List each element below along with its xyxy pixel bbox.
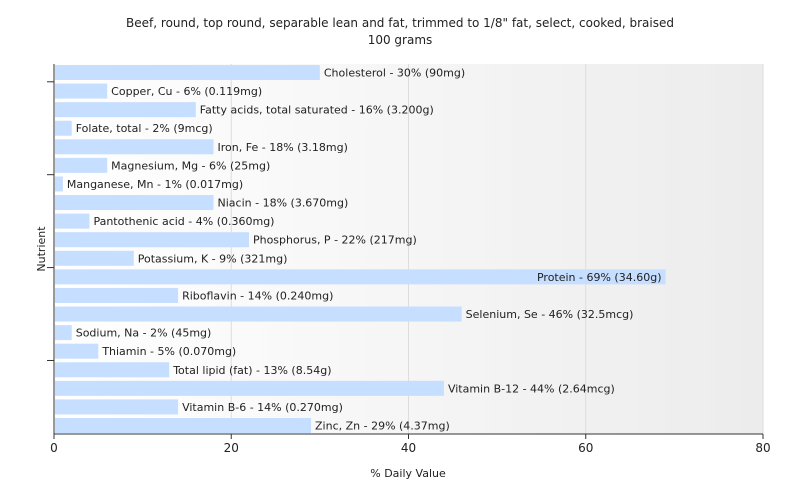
chart-subtitle: 100 grams bbox=[368, 33, 433, 47]
bar bbox=[55, 343, 99, 359]
chart-title: Beef, round, top round, separable lean a… bbox=[126, 16, 674, 30]
bar bbox=[55, 269, 666, 285]
x-tick-label: 20 bbox=[224, 441, 239, 455]
bar-label: Vitamin B-6 - 14% (0.270mg) bbox=[182, 401, 343, 414]
x-tick-label: 40 bbox=[401, 441, 416, 455]
bar-label: Protein - 69% (34.60g) bbox=[537, 271, 662, 284]
y-axis-ticks bbox=[47, 81, 54, 361]
bar-label: Zinc, Zn - 29% (4.37mg) bbox=[315, 420, 450, 433]
bar-label: Copper, Cu - 6% (0.119mg) bbox=[111, 85, 262, 98]
bar-label: Riboflavin - 14% (0.240mg) bbox=[182, 289, 333, 302]
bar-label: Iron, Fe - 18% (3.18mg) bbox=[218, 141, 348, 154]
bar-label: Thiamin - 5% (0.070mg) bbox=[101, 345, 236, 358]
bar bbox=[55, 83, 108, 99]
bar-label: Niacin - 18% (3.670mg) bbox=[218, 197, 349, 210]
bar bbox=[55, 250, 134, 266]
bar-label: Pantothenic acid - 4% (0.360mg) bbox=[93, 215, 274, 228]
y-axis-title: Nutrient bbox=[35, 226, 48, 272]
x-tick-label: 0 bbox=[50, 441, 58, 455]
bar bbox=[55, 120, 72, 136]
bar bbox=[55, 418, 312, 433]
bar-label: Phosphorus, P - 22% (217mg) bbox=[253, 234, 417, 247]
x-tick-label: 60 bbox=[578, 441, 593, 455]
bar bbox=[55, 176, 63, 192]
bar bbox=[55, 306, 462, 322]
bars bbox=[55, 65, 666, 433]
bar-label: Total lipid (fat) - 13% (8.54g) bbox=[172, 364, 331, 377]
bar bbox=[55, 232, 249, 248]
bar-label: Manganese, Mn - 1% (0.017mg) bbox=[67, 178, 243, 191]
bar bbox=[55, 195, 214, 211]
bar bbox=[55, 65, 320, 80]
bar-label: Magnesium, Mg - 6% (25mg) bbox=[111, 159, 270, 172]
x-axis-title: % Daily Value bbox=[370, 467, 446, 480]
bar-labels: Cholesterol - 30% (90mg) Copper, Cu - 6% … bbox=[67, 67, 662, 433]
bar-label: Folate, total - 2% (9mcg) bbox=[76, 122, 213, 135]
x-tick-label: 80 bbox=[755, 441, 770, 455]
bar-label: Fatty acids, total saturated - 16% (3.20… bbox=[200, 104, 434, 117]
bar bbox=[55, 399, 179, 415]
bar-label: Vitamin B-12 - 44% (2.64mcg) bbox=[448, 382, 615, 395]
bar bbox=[55, 380, 444, 396]
bar-label: Cholesterol - 30% (90mg) bbox=[324, 67, 465, 80]
bar bbox=[55, 139, 214, 155]
bar bbox=[55, 362, 170, 378]
bar-label: Potassium, K - 9% (321mg) bbox=[138, 252, 288, 265]
grid-lines bbox=[230, 64, 764, 434]
bar bbox=[55, 102, 196, 118]
bar-label: Sodium, Na - 2% (45mg) bbox=[76, 327, 212, 340]
bar-label: Selenium, Se - 46% (32.5mcg) bbox=[466, 308, 634, 321]
bar bbox=[55, 325, 72, 341]
x-axis-ticks: 0 20 40 60 80 bbox=[50, 434, 771, 455]
bar bbox=[55, 287, 179, 303]
bar bbox=[55, 157, 108, 173]
bar bbox=[55, 213, 90, 229]
